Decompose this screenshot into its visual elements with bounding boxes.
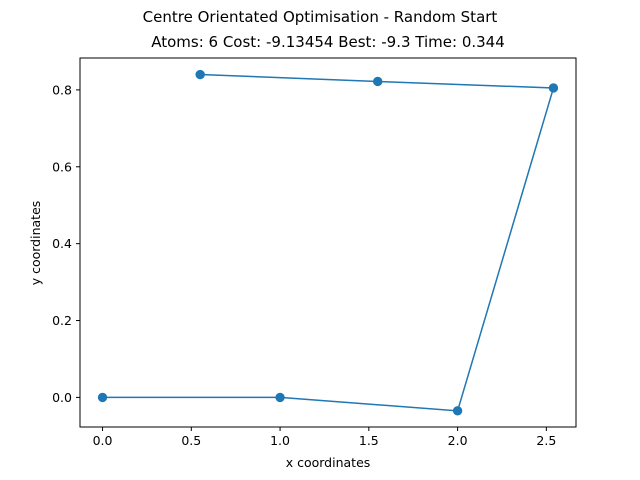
plot-frame (79, 57, 577, 428)
data-point (195, 69, 205, 80)
x-tick-label: 1.0 (270, 433, 290, 448)
data-point (548, 83, 559, 93)
data-point (97, 392, 108, 403)
data-point (275, 392, 285, 403)
y-tick-label: 0.0 (52, 390, 72, 405)
plot-area (80, 58, 576, 427)
y-axis-label: y coordinates (28, 201, 43, 286)
y-tick-label: 0.4 (52, 236, 72, 251)
series-layer (97, 69, 559, 416)
ticks-layer: 0.0 0.5 1.0 1.5 2.0 2.5 0.0 0.2 0.4 0.6 0.8 (52, 82, 556, 448)
data-point (452, 406, 463, 416)
x-axis-label: x coordinates (286, 455, 371, 470)
x-tick-label: 2.0 (448, 433, 468, 448)
y-tick-label: 0.8 (52, 82, 72, 97)
y-tick-label: 0.2 (52, 313, 72, 328)
x-tick-label: 1.5 (359, 433, 379, 448)
series-line (102, 73, 555, 412)
data-point (373, 76, 383, 87)
chart-title: Centre Orientated Optimisation - Random … (143, 8, 498, 26)
y-tick-label: 0.6 (52, 159, 72, 174)
chart-subtitle: Atoms: 6 Cost: -9.13454 Best: -9.3 Time:… (151, 33, 505, 51)
x-tick-label: 2.5 (536, 433, 556, 448)
x-tick-label: 0.0 (93, 433, 113, 448)
x-tick-label: 0.5 (181, 433, 201, 448)
